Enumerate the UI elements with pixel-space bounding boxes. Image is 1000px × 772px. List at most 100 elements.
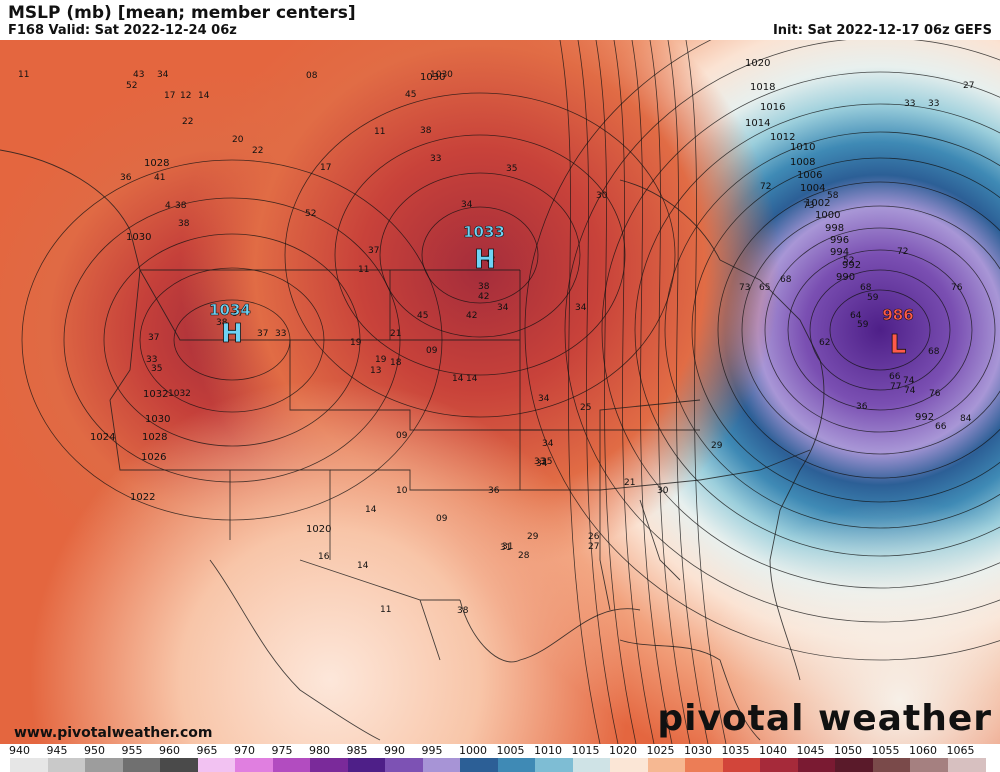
member-label: 20 (232, 135, 244, 145)
colorbar-tick-label: 995 (421, 744, 443, 757)
isobar-lines (21, 40, 1000, 744)
member-label: 52 (305, 209, 316, 219)
member-label: 36 (488, 486, 500, 496)
isobar-line (691, 157, 1000, 503)
member-label: 19 (350, 338, 362, 348)
colorbar-segment (760, 758, 799, 772)
isobar-value-label: 1022 (130, 492, 155, 503)
member-label: 30 (596, 191, 608, 201)
colorbar-tick-label: 1020 (609, 744, 637, 757)
isobar-line (649, 40, 691, 744)
colorbar-segment (10, 758, 49, 772)
colorbar (0, 758, 1000, 772)
colorbar-tick-label: 955 (121, 744, 143, 757)
member-label: 21 (624, 478, 635, 488)
member-label: 14 (452, 374, 464, 384)
isobar-line (595, 40, 637, 744)
colorbar-segment (347, 758, 386, 772)
member-label: 37 (257, 329, 268, 339)
colorbar-tick-label: 1040 (759, 744, 787, 757)
isobar-value-labels: 1030102810321030102810261024102210201030… (90, 58, 934, 535)
colorbar-tick-label: 1005 (496, 744, 525, 757)
isobar-value-label: 992 (915, 412, 934, 423)
member-label: 59 (857, 320, 869, 330)
isobar-line (717, 181, 1000, 479)
member-label: 10 (396, 486, 408, 496)
member-label: 35 (506, 164, 517, 174)
member-label: 17 (320, 163, 331, 173)
isobar-line (559, 40, 601, 744)
isobar-line (631, 40, 673, 744)
member-label: 38 (175, 201, 187, 211)
member-label: 73 (803, 201, 814, 211)
member-label: 38 (178, 219, 190, 229)
member-label: 17 (164, 91, 175, 101)
member-label: 29 (527, 532, 539, 542)
member-label: 13 (370, 366, 381, 376)
isobar-value-label: 1030 (420, 72, 445, 83)
member-label: 29 (711, 441, 723, 451)
member-label: 38 (457, 606, 469, 616)
member-label: 45 (417, 311, 428, 321)
colorbar-segment (797, 758, 836, 772)
member-label: 76 (929, 389, 941, 399)
isobar-line (634, 103, 1000, 557)
member-label: 74 (903, 376, 915, 386)
colorbar-tick-label: 980 (309, 744, 330, 757)
member-label: 12 (180, 91, 191, 101)
isobar-line (334, 134, 626, 376)
isobar-line (787, 249, 973, 411)
member-label: 09 (426, 346, 438, 356)
isobar-value-label: 996 (830, 235, 849, 246)
isobar-value-label: 990 (836, 272, 855, 283)
member-label: 37 (368, 246, 379, 256)
member-label: 33 (904, 99, 915, 109)
colorbar-segment (422, 758, 461, 772)
state-borders (0, 149, 825, 741)
member-label: 27 (588, 542, 599, 552)
isobar-value-label: 1026 (141, 452, 166, 463)
pressure-center-letter: H (221, 319, 243, 349)
member-label: 66 (889, 372, 901, 382)
isobar-value-label: 1028 (142, 432, 167, 443)
colorbar-segment (910, 758, 949, 772)
colorbar-tick-label: 940 (9, 744, 30, 757)
member-label: 42 (478, 292, 489, 302)
isobar-line (284, 92, 676, 418)
isobar-value-label: 1008 (790, 157, 815, 168)
isobar-value-label: 1012 (770, 132, 795, 143)
member-label: 68 (928, 347, 940, 357)
member-label: 34 (538, 394, 550, 404)
colorbar-segment (685, 758, 724, 772)
member-label: 21 (390, 329, 401, 339)
isobar-line (379, 172, 581, 338)
member-label: 74 (904, 386, 916, 396)
init-time: Init: Sat 2022-12-17 06z GEFS (772, 23, 992, 38)
member-label: 65 (759, 283, 770, 293)
colorbar-tick-label: 950 (84, 744, 105, 757)
member-label: 30 (657, 486, 669, 496)
member-label: 1032 (168, 389, 191, 399)
member-label: 14 (357, 561, 369, 571)
member-label: 26 (588, 532, 600, 542)
member-label: 11 (18, 70, 29, 80)
isobar-line (421, 206, 539, 304)
colorbar-segment (197, 758, 236, 772)
isobar-line (613, 40, 655, 744)
colorbar-segment (122, 758, 161, 772)
member-label: 4 (165, 201, 171, 211)
isobar-line (577, 40, 619, 744)
colorbar-segment (647, 758, 686, 772)
member-label: 33 (146, 355, 157, 365)
member-label: 1030 (430, 70, 453, 80)
colorbar-tick-label: 1050 (834, 744, 862, 757)
colorbar-segment (85, 758, 124, 772)
isobar-value-label: 1010 (790, 142, 815, 153)
isobar-value-label: 1000 (815, 210, 840, 221)
isobar-value-label: 1016 (760, 102, 785, 113)
member-label: 59 (867, 293, 879, 303)
colorbar-tick-label: 1000 (459, 744, 487, 757)
member-label: 41 (154, 173, 165, 183)
member-label: 38 (216, 318, 228, 328)
colorbar-segment (610, 758, 649, 772)
